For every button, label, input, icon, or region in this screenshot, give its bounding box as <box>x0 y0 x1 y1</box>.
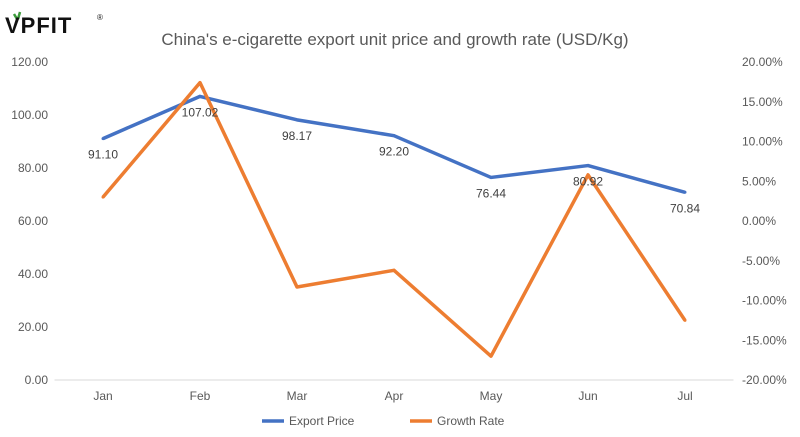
right-tick-label: 20.00% <box>742 55 783 69</box>
data-point <box>295 118 299 122</box>
data-point <box>295 285 299 289</box>
legend-label: Growth Rate <box>437 414 505 428</box>
right-tick-label: 15.00% <box>742 95 783 109</box>
left-tick-label: 120.00 <box>11 55 48 69</box>
data-label: 92.20 <box>379 145 409 159</box>
x-tick-label: Feb <box>190 389 211 403</box>
data-point <box>198 94 202 98</box>
data-point <box>586 173 590 177</box>
data-point <box>101 137 105 141</box>
left-tick-label: 100.00 <box>11 108 48 122</box>
data-point <box>198 81 202 85</box>
x-tick-label: Mar <box>287 389 308 403</box>
left-tick-label: 80.00 <box>18 161 48 175</box>
logo-leaf-icon <box>12 11 22 20</box>
data-label: 91.10 <box>88 148 118 162</box>
data-point <box>586 164 590 168</box>
data-label: 76.44 <box>476 186 506 200</box>
data-point <box>683 190 687 194</box>
right-tick-label: -20.00% <box>742 373 787 387</box>
logo-registered: ® <box>97 13 103 22</box>
left-tick-label: 0.00 <box>25 373 49 387</box>
x-tick-label: Jan <box>93 389 112 403</box>
data-label: 107.02 <box>182 105 219 119</box>
right-tick-label: 0.00% <box>742 214 776 228</box>
legend-label: Export Price <box>289 414 355 428</box>
logo: VPFIT ® <box>5 11 103 38</box>
left-tick-label: 20.00 <box>18 320 48 334</box>
x-tick-label: May <box>480 389 503 403</box>
right-tick-label: -5.00% <box>742 254 780 268</box>
right-tick-label: -10.00% <box>742 294 787 308</box>
left-tick-label: 40.00 <box>18 267 48 281</box>
x-tick-label: Jun <box>578 389 597 403</box>
chart-title: China's e-cigarette export unit price an… <box>161 30 628 49</box>
right-tick-label: 10.00% <box>742 135 783 149</box>
legend: Export Price Growth Rate <box>262 414 505 428</box>
logo-text: VPFIT <box>5 13 72 38</box>
data-label: 70.84 <box>670 201 700 215</box>
data-point <box>392 134 396 138</box>
data-point <box>489 175 493 179</box>
x-tick-label: Jul <box>677 389 692 403</box>
series-line-growth-rate <box>101 80 687 358</box>
data-point <box>101 195 105 199</box>
data-point <box>683 318 687 322</box>
data-point <box>489 354 493 358</box>
x-tick-label: Apr <box>385 389 404 403</box>
data-label: 98.17 <box>282 129 312 143</box>
right-tick-label: 5.00% <box>742 174 776 188</box>
right-tick-label: -15.00% <box>742 333 787 347</box>
left-tick-label: 60.00 <box>18 214 48 228</box>
data-label: 80.92 <box>573 175 603 189</box>
data-point <box>392 268 396 272</box>
